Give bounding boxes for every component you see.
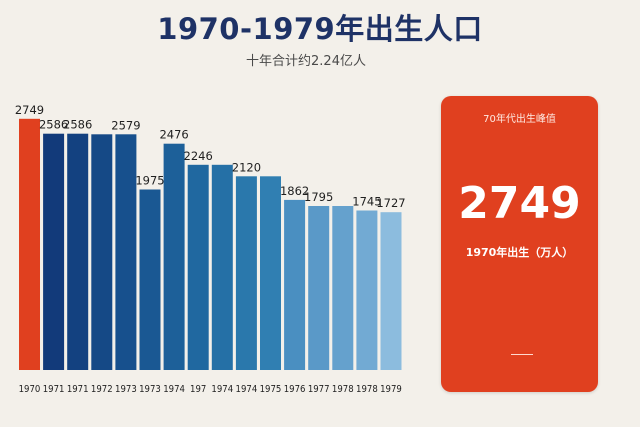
x-tick-label-2: 1971 xyxy=(67,384,89,395)
card-divider xyxy=(511,354,533,355)
bar-1972-3 xyxy=(91,134,113,370)
x-tick-label-11: 1976 xyxy=(284,384,306,395)
value-label-14: 1745 xyxy=(352,195,381,209)
bar-1974-8 xyxy=(211,164,233,370)
x-tick-label-12: 1977 xyxy=(308,384,330,395)
peak-value: 2749 xyxy=(458,178,581,229)
x-tick-label-10: 1975 xyxy=(260,384,282,395)
peak-label: 70年代出生峰值 xyxy=(483,114,556,125)
x-tick-label-8: 1974 xyxy=(211,384,233,395)
value-label-2: 2586 xyxy=(63,118,92,132)
bar-1978-14 xyxy=(356,210,378,370)
x-tick-label-3: 1972 xyxy=(91,384,113,395)
value-label-9: 2120 xyxy=(232,160,261,174)
bar-1973-4 xyxy=(115,134,137,370)
value-label-1: 2586 xyxy=(39,118,68,132)
x-tick-label-4: 1973 xyxy=(115,384,137,395)
value-label-6: 2476 xyxy=(159,128,188,142)
x-tick-label-1: 1971 xyxy=(43,384,65,395)
bar-1975-10 xyxy=(260,176,281,370)
bar-197-7 xyxy=(187,164,209,370)
peak-card: 70年代出生峰值 2749 1970年出生（万人） xyxy=(441,96,598,392)
bar-1977-12 xyxy=(308,206,330,370)
bar-1974-9 xyxy=(235,176,257,370)
x-tick-label-7: 197 xyxy=(190,384,206,395)
bar-1979-15 xyxy=(380,212,402,370)
value-label-12: 1795 xyxy=(304,190,333,204)
x-tick-label-6: 1974 xyxy=(163,384,185,395)
chart-subtitle: 十年合计约2.24亿人 xyxy=(246,54,366,69)
bar-1974-6 xyxy=(163,143,185,370)
x-tick-label-5: 1973 xyxy=(139,384,161,395)
bar-1971-1 xyxy=(43,133,65,370)
x-tick-label-9: 1974 xyxy=(236,384,258,395)
bar-1973-5 xyxy=(139,189,161,370)
x-tick-label-13: 1978 xyxy=(332,384,354,395)
x-tick-label-14: 1978 xyxy=(356,384,378,395)
peak-caption: 1970年出生（万人） xyxy=(465,246,574,259)
x-tick-label-0: 1970 xyxy=(19,384,41,395)
x-tick-label-15: 1979 xyxy=(380,384,402,395)
bar-1970-0 xyxy=(19,118,40,370)
bar-1976-11 xyxy=(284,199,306,370)
value-label-5: 1975 xyxy=(135,174,164,188)
chart-title: 1970-1979年出生人口 xyxy=(157,12,483,46)
bar-1971-2 xyxy=(67,133,89,370)
value-label-11: 1862 xyxy=(280,184,309,198)
value-label-0: 2749 xyxy=(15,103,44,117)
value-label-15: 1727 xyxy=(376,196,405,210)
value-label-4: 2579 xyxy=(111,118,140,132)
value-label-7: 2246 xyxy=(184,149,213,163)
bar-1978-13 xyxy=(332,206,354,370)
